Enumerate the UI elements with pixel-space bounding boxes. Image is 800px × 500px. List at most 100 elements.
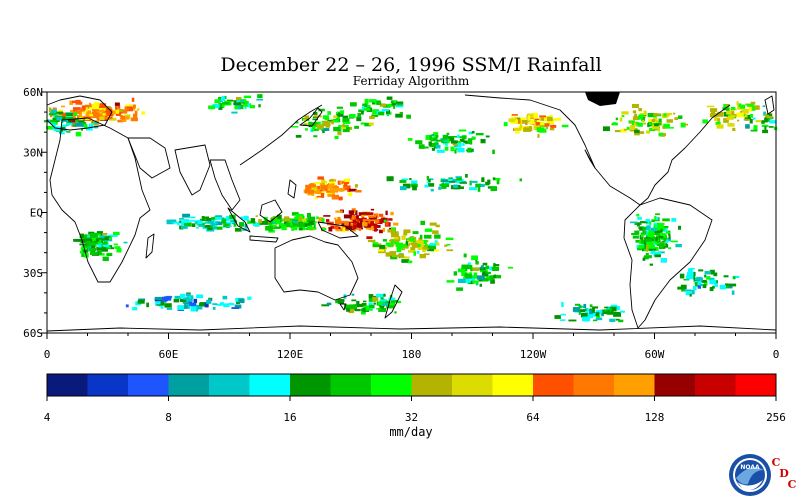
rain-cell [382, 239, 387, 242]
colorbar-cell [290, 374, 331, 396]
rain-cell [244, 100, 249, 103]
rain-cell [731, 290, 735, 295]
rain-cell [343, 185, 351, 191]
rain-cell [155, 299, 161, 305]
rain-cell [84, 238, 92, 243]
rain-cell [638, 245, 645, 249]
rain-cell [348, 210, 355, 214]
rain-cell [202, 226, 209, 230]
lat-label: 30S [23, 267, 43, 280]
rain-cell [393, 105, 396, 109]
colorbar-cells [47, 374, 777, 396]
rain-cell [115, 105, 118, 110]
rain-cell [356, 116, 362, 122]
rain-cell [302, 218, 307, 222]
rain-cell [339, 187, 345, 192]
rain-cell [342, 227, 346, 233]
rain-cell [637, 122, 643, 127]
rain-cell [621, 111, 629, 115]
rain-cell [177, 305, 185, 310]
map-panel: 60N 30N EQ 30S 60S 0 60E 120E 180 120W 60W 0 [23, 86, 779, 361]
rain-cell [256, 98, 263, 101]
rain-cell [461, 264, 469, 270]
rain-cell [363, 107, 371, 111]
rain-cell [559, 319, 566, 321]
rain-cell [492, 149, 495, 155]
rain-cell [320, 184, 328, 190]
rain-cell [207, 227, 213, 230]
rain-cell [670, 240, 678, 243]
rain-cell [322, 115, 329, 119]
rain-cell [591, 311, 596, 317]
rain-cell [618, 319, 624, 323]
colorbar-tick-label: 64 [526, 411, 540, 424]
rain-cell [606, 306, 612, 311]
rain-cell [327, 193, 334, 197]
rain-cell [166, 219, 175, 225]
rain-cell [387, 103, 396, 107]
rain-cell [642, 226, 647, 231]
rain-cell [736, 112, 744, 118]
rain-cell [59, 132, 65, 135]
rain-cell [183, 222, 192, 227]
rain-cell [385, 221, 389, 226]
rain-cell [366, 236, 373, 239]
rain-cell [88, 102, 92, 105]
rain-cell [458, 129, 467, 132]
lat-label: 60S [23, 327, 43, 340]
rain-cell [193, 298, 198, 304]
rain-cell [344, 182, 348, 187]
rain-cell [739, 111, 743, 114]
rain-cell [364, 122, 372, 127]
rain-cell [408, 250, 416, 253]
rain-cell [642, 257, 646, 261]
rain-cell [366, 221, 374, 226]
rain-cell [181, 221, 184, 226]
rain-cell [731, 110, 735, 115]
rain-cell [88, 123, 94, 128]
rain-cell [640, 232, 644, 235]
rain-cell [596, 315, 601, 318]
rain-cell [417, 246, 422, 251]
colorbar-cell [695, 374, 736, 396]
rain-cell [656, 225, 661, 231]
rain-cell [114, 102, 120, 106]
colorbar-cell [128, 374, 169, 396]
rain-cell [182, 302, 190, 304]
rain-cell [317, 176, 324, 180]
rain-cell [613, 311, 621, 317]
rain-cell [47, 119, 50, 122]
rain-cell [665, 112, 670, 117]
rain-cell [725, 104, 730, 108]
rain-cell [338, 196, 343, 201]
rain-cell [646, 225, 651, 230]
rain-cell [429, 134, 432, 140]
rain-cell [473, 274, 477, 279]
rain-cell [660, 135, 665, 137]
rain-cell [379, 213, 384, 217]
rain-cell [589, 309, 593, 315]
rain-cell [164, 303, 172, 308]
rain-cell [420, 220, 426, 225]
rain-cell [446, 249, 454, 252]
rain-cell [684, 123, 689, 126]
rain-cell [329, 183, 334, 188]
rain-cell [48, 107, 52, 113]
rain-cell [249, 105, 256, 109]
rain-cell [651, 242, 655, 245]
rain-cell [423, 146, 429, 149]
rain-cell [222, 102, 225, 108]
rain-cell [116, 109, 123, 113]
rain-cell [709, 287, 714, 292]
rain-cell [381, 216, 386, 219]
rain-cell [519, 117, 526, 123]
rain-cell [527, 115, 531, 120]
rain-cell [203, 216, 210, 219]
rain-cell [402, 244, 407, 248]
rain-cell [534, 125, 541, 128]
rain-cell [86, 126, 93, 131]
rain-cell [471, 148, 474, 151]
rain-cell [296, 222, 304, 228]
rain-cell [493, 274, 496, 279]
rain-cell [472, 136, 476, 140]
